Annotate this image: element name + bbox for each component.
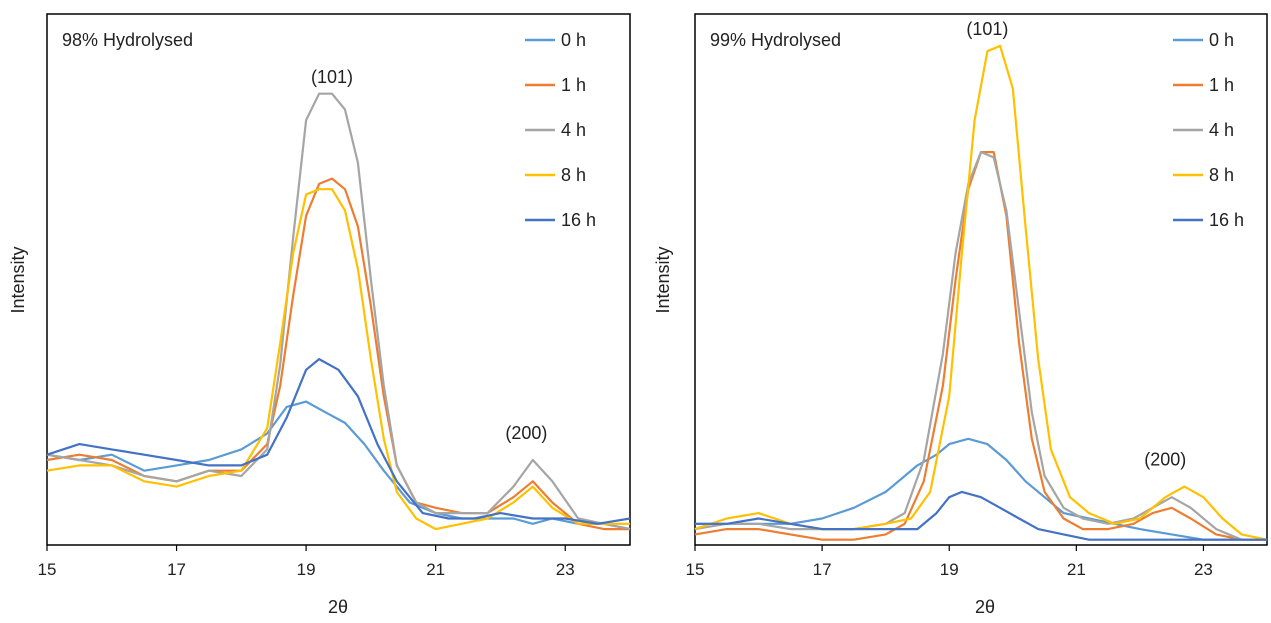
series-line-8h xyxy=(46,188,630,531)
series-layer xyxy=(46,92,631,531)
peak-label: (200) xyxy=(1144,449,1186,469)
x-axis-label: 2θ xyxy=(975,597,995,617)
legend: 0 h 1 h 4 h 8 h 16 h xyxy=(1173,30,1244,230)
x-tick-label: 15 xyxy=(38,560,57,579)
series-line-16h xyxy=(695,490,1267,541)
legend-label: 4 h xyxy=(561,120,586,140)
y-axis-label: Intensity xyxy=(653,246,673,313)
legend-label: 16 h xyxy=(561,210,596,230)
x-tick-label: 23 xyxy=(556,560,575,579)
x-tick-label: 19 xyxy=(940,560,959,579)
plot-frame xyxy=(694,13,1268,546)
series-line-4h xyxy=(46,92,631,531)
series-line-1h xyxy=(694,151,1267,541)
x-tick-label: 17 xyxy=(813,560,832,579)
series-line-0h xyxy=(46,400,631,531)
x-tick-label: 15 xyxy=(686,560,705,579)
series-line-16h xyxy=(46,358,631,525)
legend-label: 0 h xyxy=(1209,30,1234,50)
x-tick-label: 23 xyxy=(1194,560,1213,579)
peak-label: (101) xyxy=(311,67,353,87)
series-line-0h xyxy=(695,437,1267,541)
x-tick-label: 19 xyxy=(297,560,316,579)
peak-label: (200) xyxy=(505,423,547,443)
x-tick-label: 21 xyxy=(426,560,445,579)
plot-frame xyxy=(46,13,631,546)
panel-annotation: 99% Hydrolysed xyxy=(710,30,841,50)
x-tick-label: 21 xyxy=(1067,560,1086,579)
legend-label: 1 h xyxy=(1209,75,1234,95)
tick-layer: 15 17 19 21 23 xyxy=(38,545,575,579)
peak-label: (101) xyxy=(966,19,1008,39)
tick-layer: 15 17 19 21 23 xyxy=(686,545,1213,579)
legend-label: 8 h xyxy=(561,165,586,185)
x-axis-label: 2θ xyxy=(328,597,348,617)
legend-label: 16 h xyxy=(1209,210,1244,230)
legend: 0 h 1 h 4 h 8 h 16 h xyxy=(525,30,596,230)
panel-99-hydrolysed: 15 17 19 21 23 0 h 1 h 4 h 8 h 16 h (101) (200) 9… xyxy=(653,13,1268,617)
series-layer xyxy=(694,44,1268,541)
legend-label: 8 h xyxy=(1209,165,1234,185)
x-tick-label: 17 xyxy=(167,560,186,579)
series-line-4h xyxy=(694,151,1267,541)
panel-annotation: 98% Hydrolysed xyxy=(62,30,193,50)
legend-label: 0 h xyxy=(561,30,586,50)
legend-label: 4 h xyxy=(1209,120,1234,140)
panel-98-hydrolysed: 15 17 19 21 23 0 h 1 h 4 h 8 h 16 h (101) (200) 9… xyxy=(8,13,631,617)
peak-labels: (101) (200) xyxy=(966,19,1186,469)
peak-labels: (101) (200) xyxy=(311,67,547,443)
legend-label: 1 h xyxy=(561,75,586,95)
y-axis-label: Intensity xyxy=(8,246,28,313)
